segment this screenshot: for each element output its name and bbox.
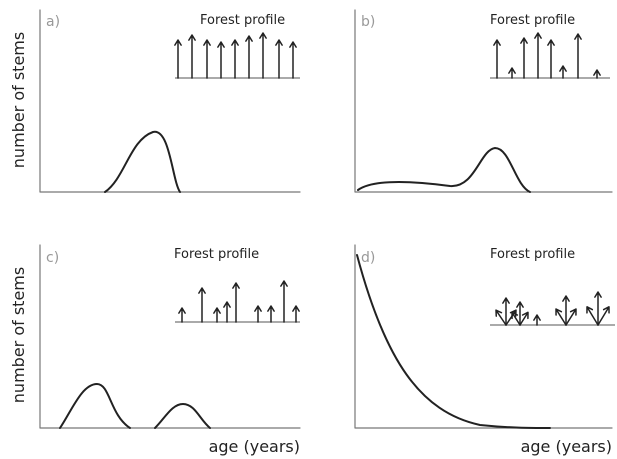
- axis: [39, 9, 301, 193]
- tree-arrow: [223, 301, 231, 323]
- tree-arrow: [547, 39, 555, 79]
- profile-title: Forest profile: [200, 13, 285, 28]
- panel-label: a): [46, 14, 60, 30]
- tree-arrow: [267, 305, 275, 323]
- tree-arrow: [275, 39, 283, 79]
- tree-arrow: [520, 37, 528, 79]
- tree-arrow: [594, 291, 602, 326]
- profile-title: Forest profile: [174, 247, 259, 262]
- tree-arrow: [289, 41, 297, 79]
- tree-arrow: [502, 297, 510, 326]
- tree-arrow: [511, 311, 521, 326]
- axis: [354, 244, 613, 429]
- tree-arrow: [213, 307, 221, 323]
- x-axis-label: age (years): [209, 437, 300, 456]
- y-axis-label: number of stems: [9, 32, 28, 168]
- tree-arrow: [259, 32, 267, 79]
- axis: [354, 9, 613, 193]
- tree-arrow: [254, 305, 262, 323]
- tree-arrow: [586, 306, 599, 326]
- tree-arrow: [174, 39, 182, 79]
- tree-arrow: [203, 39, 211, 79]
- curve: [59, 383, 211, 429]
- tree-arrow: [493, 39, 501, 79]
- tree-arrow: [198, 287, 206, 323]
- tree-arrow: [516, 301, 524, 326]
- y-axis-label: number of stems: [9, 267, 28, 403]
- tree-arrow: [245, 35, 253, 79]
- tree-arrow: [178, 307, 186, 323]
- panel-label: d): [361, 250, 375, 266]
- panel-label: c): [46, 250, 59, 266]
- tree-arrow: [562, 295, 570, 326]
- tree-arrow: [217, 41, 225, 79]
- tree-arrow: [232, 282, 240, 323]
- curve: [356, 254, 551, 429]
- curve: [357, 147, 531, 193]
- x-axis-label: age (years): [521, 437, 612, 456]
- tree-arrow: [555, 308, 567, 326]
- tree-arrow: [508, 67, 516, 79]
- tree-arrow: [565, 308, 577, 326]
- tree-arrow: [292, 305, 300, 323]
- tree-arrow: [574, 33, 582, 79]
- tree-arrow: [519, 311, 529, 326]
- tree-arrow: [231, 39, 239, 79]
- tree-arrow: [533, 314, 541, 326]
- tree-arrow: [597, 306, 610, 326]
- curve: [104, 130, 181, 193]
- tree-arrow: [593, 69, 601, 79]
- profile-title: Forest profile: [490, 247, 575, 262]
- tree-arrow: [559, 65, 567, 79]
- profile-title: Forest profile: [490, 13, 575, 28]
- axis: [39, 244, 301, 429]
- tree-arrow: [188, 34, 196, 79]
- tree-arrow: [495, 309, 507, 326]
- tree-arrow: [280, 280, 288, 323]
- panel-label: b): [361, 14, 375, 30]
- tree-arrow: [534, 32, 542, 79]
